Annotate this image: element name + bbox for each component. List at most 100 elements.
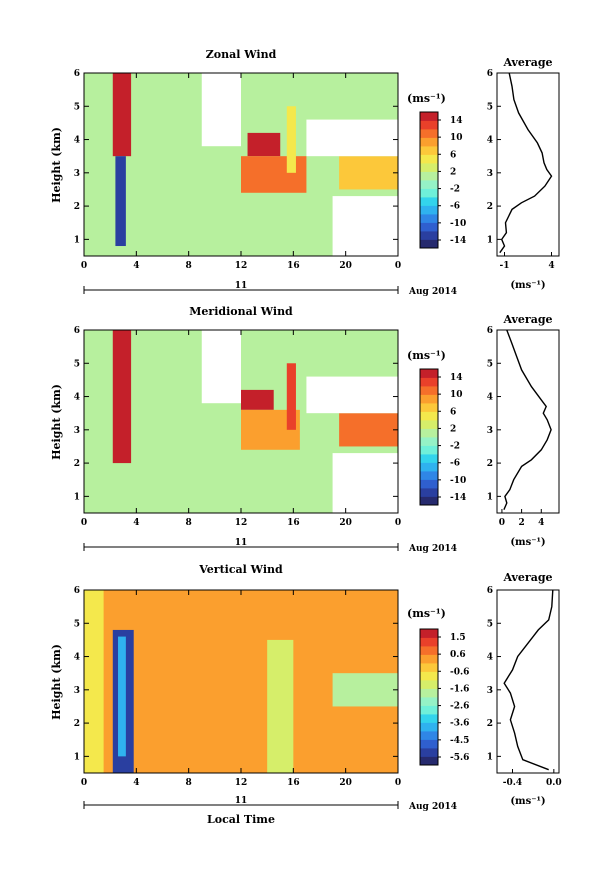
colorbar-swatch [420, 163, 438, 172]
y-tick-label: 2 [487, 459, 493, 469]
colorbar-tick-label: 1.5 [450, 633, 466, 643]
y-tick-label: 3 [487, 426, 493, 436]
colorbar-swatch [420, 471, 438, 480]
y-tick-label: 5 [487, 359, 493, 369]
y-tick-label: 4 [487, 653, 493, 663]
x-tick-label: 20 [339, 261, 352, 271]
x-tick-label: 4 [133, 261, 139, 271]
colorbar-swatch [420, 680, 438, 689]
y-tick-label: 3 [74, 686, 80, 696]
heatmap-missing-region [332, 453, 398, 513]
zonal-wind-colorbar: 14 10 6 2 -2 -6 -10 -14 [419, 111, 466, 249]
colorbar-tick-label: -0.6 [450, 667, 469, 677]
vertical-average-panel: Average 1 2 3 4 5 6 -0.4 0.0 (ms⁻¹) [487, 571, 562, 807]
colorbar-swatch [420, 722, 438, 732]
x-tick-label: 0 [395, 518, 401, 528]
x-tick-label: 0 [81, 261, 87, 271]
colorbar-tick-label: -10 [450, 219, 466, 229]
heatmap-region [267, 639, 294, 773]
y-tick-label: 1 [487, 752, 493, 762]
colorbar-swatch [420, 112, 438, 121]
colorbar-swatch [420, 205, 438, 215]
colorbar-swatch [420, 146, 438, 155]
y-tick-label: 5 [74, 359, 80, 369]
heatmap-region [286, 363, 296, 430]
colorbar-swatch [420, 197, 438, 206]
vertical-wind-colorbar: 1.5 0.6 -0.6 -1.6 -2.6 -3.6 -4.5 -5.6 [419, 628, 469, 766]
colorbar-swatch [420, 222, 438, 232]
colorbar-tick-label: -6 [450, 459, 460, 469]
heatmap-missing-region [306, 376, 398, 414]
y-tick-label: 5 [487, 619, 493, 629]
vertical-wind-ylabel: Height (km) [50, 644, 63, 720]
y-tick-label: 4 [74, 393, 80, 403]
colorbar-tick-label: -10 [450, 476, 466, 486]
vertical-wind-date-bar: 11 Aug 2014 [83, 796, 457, 812]
colorbar-tick-label: -3.6 [450, 719, 469, 729]
vertical-average-title: Average [502, 571, 552, 584]
colorbar-tick-label: 14 [450, 373, 463, 383]
vertical-average-frame [496, 589, 560, 774]
average-profile-line [503, 589, 554, 771]
y-tick-label: 6 [74, 326, 80, 336]
vertical-wind-date-label: Aug 2014 [408, 802, 457, 812]
colorbar-tick-label: -2.6 [450, 702, 469, 712]
heatmap-region [332, 673, 398, 707]
heatmap-region [84, 330, 111, 513]
x-tick-label: 16 [287, 518, 300, 528]
colorbar-tick-label: 6 [450, 407, 456, 417]
colorbar-swatch [420, 231, 438, 240]
meridional-wind-ylabel: Height (km) [50, 384, 63, 460]
colorbar-tick-label: -6 [450, 202, 460, 212]
heatmap-region [84, 590, 104, 773]
meridional-wind-day-label: 11 [235, 538, 248, 548]
x-tick-label: -1 [500, 261, 510, 271]
y-tick-label: 4 [74, 653, 80, 663]
colorbar-tick-label: 14 [450, 116, 463, 126]
colorbar-tick-label: -4.5 [450, 736, 469, 746]
y-tick-label: 4 [74, 136, 80, 146]
x-tick-label: 16 [287, 778, 300, 788]
y-tick-label: 6 [74, 69, 80, 79]
local-time-xlabel: Local Time [207, 813, 275, 826]
x-tick-label: 4 [548, 261, 554, 271]
colorbar-tick-label: -2 [450, 442, 460, 452]
zonal-wind-title: Zonal Wind [206, 48, 277, 61]
colorbar-tick-label: 2 [450, 424, 456, 434]
colorbar-swatch [420, 386, 438, 395]
colorbar-swatch [420, 137, 438, 147]
vertical-wind-colorbar-unit: (ms⁻¹) [407, 607, 446, 620]
y-tick-label: 3 [74, 426, 80, 436]
zonal-average-title: Average [502, 56, 552, 69]
x-tick-label: 2 [518, 518, 524, 528]
colorbar-swatch [420, 479, 438, 489]
heatmap-region [339, 413, 398, 447]
colorbar-swatch [420, 239, 438, 249]
colorbar-tick-label: -2 [450, 185, 460, 195]
meridional-wind-date-bar: 11 Aug 2014 [83, 538, 457, 554]
colorbar-swatch [420, 454, 438, 463]
vertical-wind-day-label: 11 [235, 796, 248, 806]
colorbar-swatch [420, 697, 438, 706]
colorbar-tick-label: 10 [450, 390, 463, 400]
vertical-wind-title: Vertical Wind [198, 563, 283, 576]
zonal-wind-ylabel: Height (km) [50, 127, 63, 203]
zonal-average-axes: 1 2 3 4 5 6 -1 4 [487, 69, 555, 271]
colorbar-swatch [420, 369, 438, 378]
y-tick-label: 2 [74, 719, 80, 729]
zonal-wind-date-label: Aug 2014 [408, 287, 457, 297]
y-tick-label: 1 [487, 492, 493, 502]
zonal-average-frame [496, 72, 560, 257]
y-tick-label: 6 [487, 69, 493, 79]
y-tick-label: 6 [487, 326, 493, 336]
x-tick-label: 0 [499, 518, 505, 528]
colorbar-swatch [420, 739, 438, 749]
meridional-wind-heatmap [84, 330, 398, 513]
colorbar-swatch [420, 646, 438, 655]
colorbar-swatch [420, 654, 438, 664]
colorbar-swatch [420, 663, 438, 672]
colorbar-swatch [420, 420, 438, 429]
x-tick-label: 0.0 [546, 778, 562, 788]
